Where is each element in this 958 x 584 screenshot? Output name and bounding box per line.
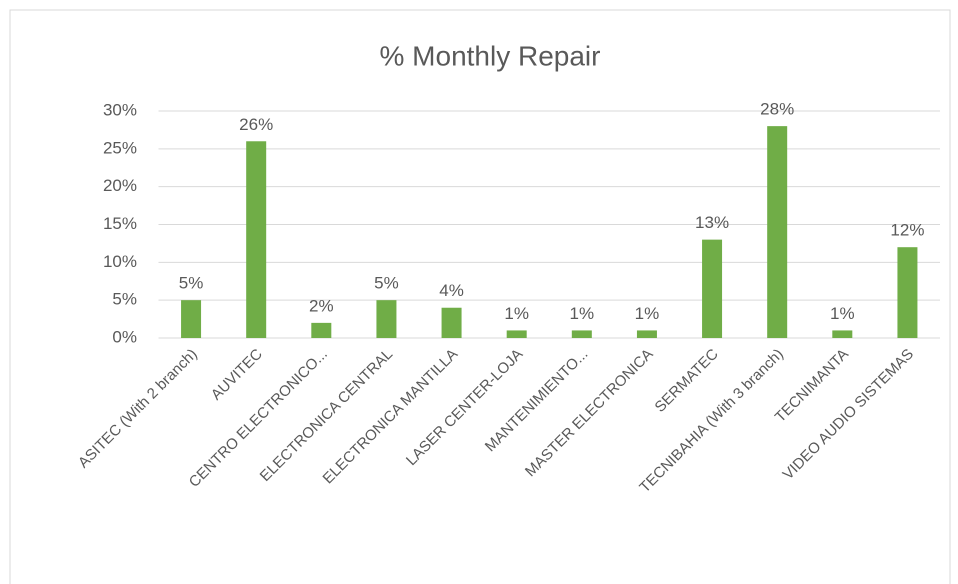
value-label: 28% [760, 100, 794, 119]
bar [767, 126, 788, 338]
y-tick-label: 15% [103, 214, 137, 233]
bar [311, 322, 332, 338]
bar [441, 307, 462, 338]
bar [376, 300, 397, 338]
value-label: 1% [635, 304, 660, 323]
value-label: 1% [570, 304, 595, 323]
value-label: 2% [309, 296, 334, 315]
bar [897, 247, 918, 338]
value-label: 1% [830, 304, 855, 323]
value-label: 5% [374, 274, 399, 293]
value-label: 26% [239, 115, 273, 134]
value-label: 4% [439, 281, 464, 300]
y-tick-label: 20% [103, 176, 137, 195]
bar [832, 330, 853, 338]
chart-title: % Monthly Repair [380, 40, 601, 71]
bar [702, 239, 723, 338]
bar [506, 330, 527, 338]
bar [246, 141, 267, 338]
y-tick-label: 10% [103, 252, 137, 271]
value-label: 1% [504, 304, 529, 323]
value-label: 13% [695, 213, 729, 232]
y-tick-label: 5% [112, 290, 137, 309]
bar [181, 300, 202, 338]
bar [571, 330, 592, 338]
value-label: 12% [890, 221, 924, 240]
y-tick-label: 0% [112, 327, 137, 346]
bar [636, 330, 657, 338]
value-label: 5% [179, 274, 204, 293]
y-tick-label: 30% [103, 100, 137, 119]
y-tick-label: 25% [103, 138, 137, 157]
chart-border [9, 9, 951, 584]
